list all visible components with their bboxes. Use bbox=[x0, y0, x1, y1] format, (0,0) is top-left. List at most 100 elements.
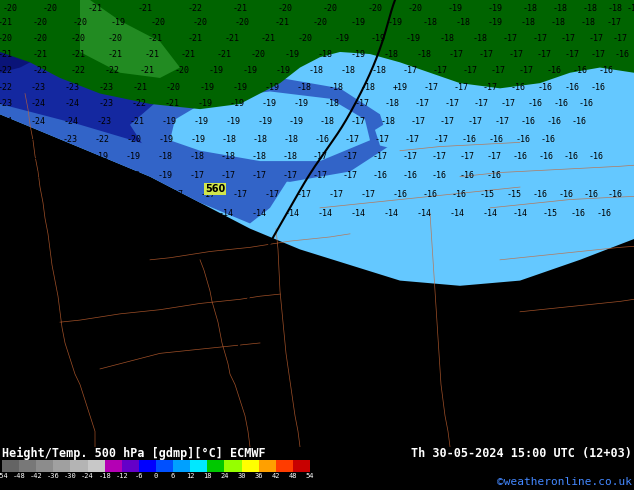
Text: 30: 30 bbox=[237, 473, 246, 479]
Text: -19: -19 bbox=[209, 66, 224, 75]
Text: -16: -16 bbox=[597, 209, 612, 218]
Text: -20: -20 bbox=[193, 18, 207, 27]
Text: -19: -19 bbox=[276, 66, 290, 75]
Polygon shape bbox=[0, 31, 260, 166]
Text: -18: -18 bbox=[190, 152, 205, 161]
Text: 12: 12 bbox=[186, 473, 195, 479]
Text: -18: -18 bbox=[384, 99, 399, 108]
Text: -14: -14 bbox=[27, 209, 42, 218]
Text: -17: -17 bbox=[190, 171, 205, 180]
Text: -17: -17 bbox=[486, 152, 501, 161]
Text: -23: -23 bbox=[63, 135, 77, 144]
Text: -21: -21 bbox=[108, 49, 122, 58]
Text: -18: -18 bbox=[297, 83, 311, 92]
Text: -19: -19 bbox=[488, 18, 503, 27]
Text: -24: -24 bbox=[30, 99, 46, 108]
Text: -16: -16 bbox=[559, 190, 574, 199]
Text: -15: -15 bbox=[543, 209, 557, 218]
Text: -21: -21 bbox=[224, 34, 240, 43]
Text: 42: 42 bbox=[271, 473, 280, 479]
Text: -12: -12 bbox=[115, 473, 128, 479]
Text: -17: -17 bbox=[479, 49, 493, 58]
Text: -15: -15 bbox=[479, 190, 495, 199]
Text: -18: -18 bbox=[521, 18, 536, 27]
Text: -19: -19 bbox=[406, 34, 420, 43]
Text: -21: -21 bbox=[261, 34, 276, 43]
Text: -21: -21 bbox=[216, 49, 231, 58]
Text: -17: -17 bbox=[252, 171, 266, 180]
Text: -14: -14 bbox=[512, 209, 527, 218]
Text: -17: -17 bbox=[503, 34, 517, 43]
Text: -18: -18 bbox=[252, 135, 268, 144]
Text: -17: -17 bbox=[221, 171, 235, 180]
Text: -17: -17 bbox=[424, 83, 439, 92]
Bar bbox=[156, 460, 173, 472]
Text: -19: -19 bbox=[226, 117, 240, 126]
Text: -17: -17 bbox=[626, 4, 634, 13]
Text: -24: -24 bbox=[0, 117, 13, 126]
Text: -20: -20 bbox=[108, 34, 122, 43]
Polygon shape bbox=[170, 92, 370, 161]
Text: -17: -17 bbox=[590, 49, 605, 58]
Text: -17: -17 bbox=[495, 117, 510, 126]
Text: -48: -48 bbox=[13, 473, 25, 479]
Text: -19: -19 bbox=[126, 171, 141, 180]
Text: -16: -16 bbox=[598, 66, 614, 75]
Polygon shape bbox=[400, 192, 530, 244]
Bar bbox=[19, 460, 36, 472]
Text: -16: -16 bbox=[512, 152, 527, 161]
Polygon shape bbox=[130, 78, 390, 182]
Text: -21: -21 bbox=[70, 49, 86, 58]
Text: -17: -17 bbox=[612, 34, 628, 43]
Text: -14: -14 bbox=[482, 209, 498, 218]
Text: -15: -15 bbox=[507, 190, 522, 199]
Text: -17: -17 bbox=[588, 34, 604, 43]
Text: -17: -17 bbox=[283, 171, 297, 180]
Text: -14: -14 bbox=[87, 209, 103, 218]
Text: -14: -14 bbox=[219, 209, 233, 218]
Text: -21: -21 bbox=[87, 4, 103, 13]
Text: -18: -18 bbox=[417, 49, 432, 58]
Text: -20: -20 bbox=[235, 18, 250, 27]
Text: 24: 24 bbox=[220, 473, 229, 479]
Text: -19: -19 bbox=[200, 83, 214, 92]
Text: -16: -16 bbox=[451, 190, 467, 199]
Text: -18: -18 bbox=[283, 135, 299, 144]
Text: -19: -19 bbox=[294, 99, 309, 108]
Text: -14: -14 bbox=[450, 209, 465, 218]
Text: -17: -17 bbox=[0, 171, 13, 180]
Polygon shape bbox=[80, 0, 180, 78]
Text: -16: -16 bbox=[553, 99, 569, 108]
Bar bbox=[224, 460, 242, 472]
Text: -18: -18 bbox=[98, 473, 111, 479]
Text: -16: -16 bbox=[314, 135, 330, 144]
Text: -17: -17 bbox=[444, 99, 460, 108]
Text: -20: -20 bbox=[32, 34, 48, 43]
Text: -17: -17 bbox=[264, 190, 280, 199]
Text: -16: -16 bbox=[607, 190, 623, 199]
Text: -18: -18 bbox=[320, 117, 335, 126]
Text: -16: -16 bbox=[489, 135, 503, 144]
Text: -18: -18 bbox=[340, 66, 356, 75]
Text: -18: -18 bbox=[550, 18, 566, 27]
Text: -17: -17 bbox=[342, 152, 358, 161]
Text: -18: -18 bbox=[380, 117, 396, 126]
Text: -17: -17 bbox=[432, 152, 446, 161]
Text: -16: -16 bbox=[432, 171, 446, 180]
Text: -21: -21 bbox=[233, 4, 247, 13]
Bar bbox=[207, 460, 224, 472]
Bar bbox=[190, 460, 207, 472]
Polygon shape bbox=[0, 0, 634, 286]
Text: -19: -19 bbox=[30, 171, 44, 180]
Text: -18: -18 bbox=[157, 152, 172, 161]
Text: -18: -18 bbox=[384, 49, 399, 58]
Text: -16: -16 bbox=[373, 171, 387, 180]
Text: -17: -17 bbox=[403, 152, 418, 161]
Text: -19: -19 bbox=[370, 34, 385, 43]
Text: -17: -17 bbox=[519, 66, 533, 75]
Text: -16: -16 bbox=[462, 135, 477, 144]
Text: -18: -18 bbox=[221, 135, 236, 144]
Bar bbox=[87, 460, 105, 472]
Bar bbox=[105, 460, 122, 472]
Text: -19: -19 bbox=[61, 171, 77, 180]
